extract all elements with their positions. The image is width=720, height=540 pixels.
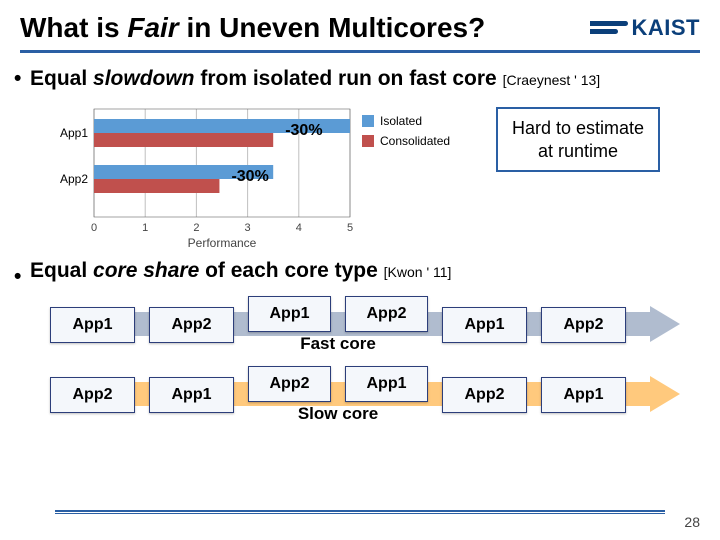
title-italic: Fair bbox=[127, 12, 178, 43]
callout-line1: Hard to estimate bbox=[512, 117, 644, 140]
slide-title: What is Fair in Uneven Multicores? bbox=[20, 12, 485, 44]
bullet1-pre: Equal bbox=[30, 67, 93, 90]
svg-text:3: 3 bbox=[245, 222, 251, 234]
bullet-1: Equal slowdown from isolated run on fast… bbox=[0, 53, 720, 97]
kaist-logo: KAIST bbox=[590, 15, 701, 41]
svg-text:2: 2 bbox=[193, 222, 199, 234]
slow-core-label: Slow core bbox=[248, 404, 428, 424]
callout-box: Hard to estimate at runtime bbox=[496, 107, 660, 172]
svg-text:-30%: -30% bbox=[285, 122, 322, 139]
callout-line2: at runtime bbox=[512, 140, 644, 163]
core-box: App2 bbox=[442, 377, 527, 413]
svg-text:0: 0 bbox=[91, 222, 97, 234]
page-number: 28 bbox=[684, 514, 700, 530]
slow-core-row: App2 App1 App2 App1 Slow core App2 App1 bbox=[50, 369, 700, 421]
core-box: App1 bbox=[345, 366, 428, 402]
svg-text:Consolidated: Consolidated bbox=[380, 134, 450, 148]
svg-text:App1: App1 bbox=[60, 126, 88, 140]
title-post: in Uneven Multicores? bbox=[179, 12, 486, 43]
core-schedule: App1 App2 App1 App2 Fast core App1 App2 … bbox=[0, 289, 720, 421]
core-box: App2 bbox=[248, 366, 331, 402]
svg-text:-30%: -30% bbox=[231, 168, 268, 185]
core-box: App2 bbox=[541, 307, 626, 343]
svg-text:Isolated: Isolated bbox=[380, 114, 422, 128]
svg-text:1: 1 bbox=[142, 222, 148, 234]
core-box: App2 bbox=[345, 296, 428, 332]
bullet-2: Equal core share of each core type [Kwon… bbox=[0, 251, 720, 289]
bullet2-italic: core share bbox=[93, 259, 199, 282]
core-box: App1 bbox=[541, 377, 626, 413]
logo-wing-icon bbox=[590, 20, 628, 36]
fast-core-row: App1 App2 App1 App2 Fast core App1 App2 bbox=[50, 299, 700, 351]
slowdown-chart: 0 1 2 3 4 5 App1 -30% App2 -30% Performance Isolate… bbox=[50, 101, 480, 251]
bullet2-pre: Equal bbox=[30, 259, 93, 282]
bullet1-post: from isolated run on fast core bbox=[195, 67, 503, 90]
core-box: App1 bbox=[442, 307, 527, 343]
title-pre: What is bbox=[20, 12, 127, 43]
core-box: App2 bbox=[149, 307, 234, 343]
svg-text:5: 5 bbox=[347, 222, 353, 234]
svg-text:Performance: Performance bbox=[188, 236, 257, 250]
bullet2-post: of each core type bbox=[199, 259, 383, 282]
bottom-rule bbox=[55, 510, 665, 512]
core-box: App1 bbox=[50, 307, 135, 343]
core-box: App1 bbox=[248, 296, 331, 332]
bullet1-italic: slowdown bbox=[93, 67, 195, 90]
fast-core-mid: App1 App2 Fast core bbox=[248, 296, 428, 354]
slow-core-mid: App2 App1 Slow core bbox=[248, 366, 428, 424]
fast-core-label: Fast core bbox=[248, 334, 428, 354]
bullet2-cite: [Kwon ' 11] bbox=[384, 264, 452, 280]
svg-text:4: 4 bbox=[296, 222, 302, 234]
logo-text: KAIST bbox=[632, 15, 701, 41]
core-box: App2 bbox=[50, 377, 135, 413]
bullet1-cite: [Craeynest ' 13] bbox=[503, 72, 601, 88]
svg-text:App2: App2 bbox=[60, 172, 88, 186]
core-box: App1 bbox=[149, 377, 234, 413]
